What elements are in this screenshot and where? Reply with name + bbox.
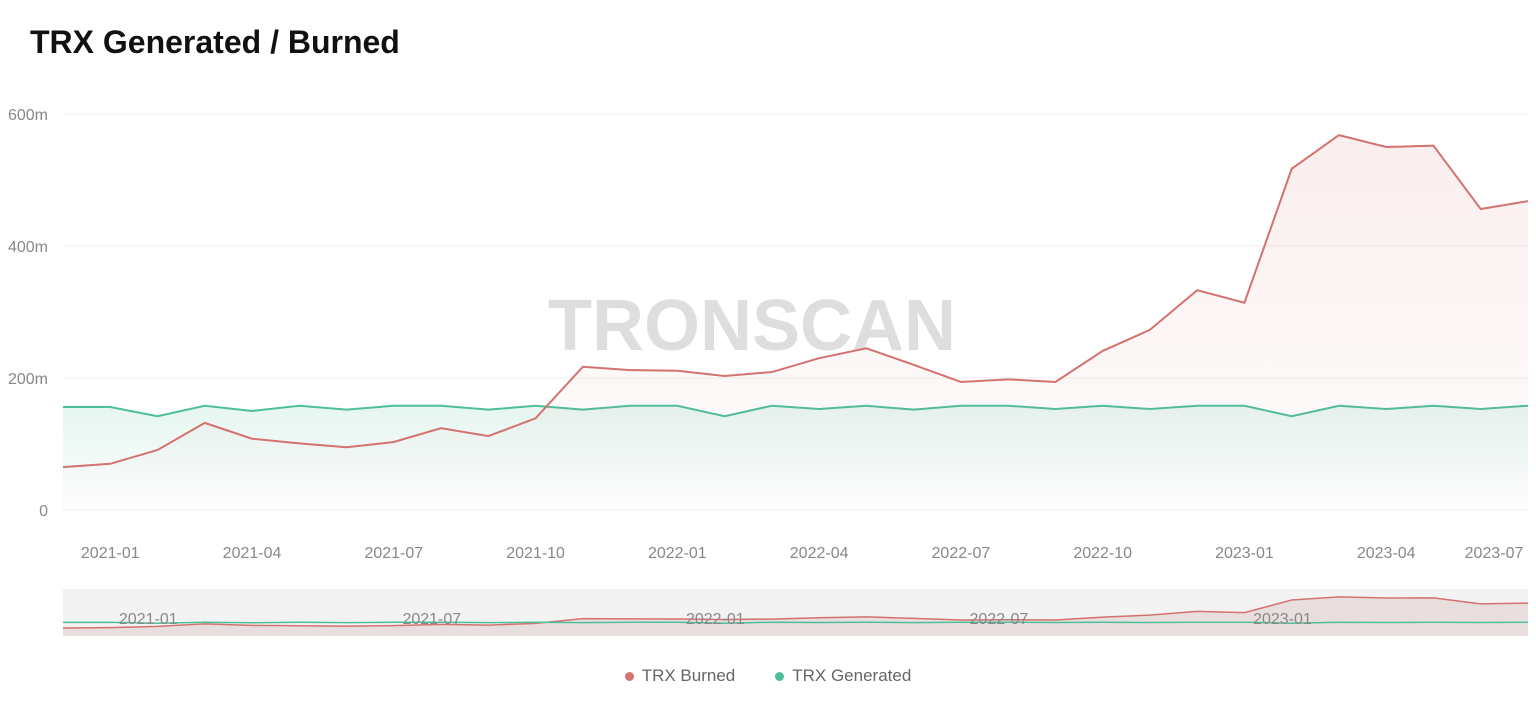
x-tick-label: 2023-01 [1215, 545, 1274, 562]
x-tick-label: 2021-04 [223, 545, 282, 562]
x-tick-label: 2022-01 [648, 545, 707, 562]
y-tick-label: 0 [39, 503, 48, 520]
y-tick-label: 200m [8, 371, 48, 388]
legend: TRX Burned TRX Generated [0, 666, 1536, 686]
legend-label: TRX Burned [641, 666, 736, 685]
x-tick-label: 2021-07 [364, 545, 423, 562]
y-tick-label: 400m [8, 239, 48, 256]
slider-line [63, 621, 1529, 624]
data-zoom-slider[interactable]: 2021-01 2021-07 2022-01 2022-07 2023-01 [62, 589, 1529, 636]
slider-line [62, 596, 1529, 629]
x-tick-label: 2023-04 [1357, 545, 1416, 562]
legend-item-trx-generated[interactable]: TRX Generated [775, 666, 911, 686]
legend-item-trx-burned[interactable]: TRX Burned [624, 666, 736, 686]
watermark: TRONSCAN [548, 286, 956, 366]
x-tick-label: 2023-07 [1465, 545, 1524, 562]
series-area-trx-burned [63, 135, 1528, 510]
chart-title: TRX Generated / Burned [30, 24, 400, 60]
x-tick-label: 2022-04 [790, 545, 849, 562]
series-line-trx-burned[interactable] [62, 134, 1529, 469]
slider-label: 2021-07 [402, 611, 461, 628]
slider-label: 2021-01 [119, 611, 178, 628]
y-tick-label: 600m [8, 107, 48, 124]
legend-dot-icon [624, 671, 634, 681]
slider-label: 2022-07 [970, 611, 1029, 628]
slider-label: 2022-01 [686, 611, 745, 628]
slider-area [63, 596, 1528, 636]
x-tick-label: 2022-07 [932, 545, 991, 562]
x-tick-label: 2022-10 [1073, 545, 1132, 562]
x-tick-label: 2021-01 [81, 545, 140, 562]
legend-label: TRX Generated [792, 666, 912, 685]
x-tick-label: 2021-10 [506, 545, 565, 562]
slider-label: 2023-01 [1253, 611, 1312, 628]
legend-dot-icon [775, 671, 785, 681]
